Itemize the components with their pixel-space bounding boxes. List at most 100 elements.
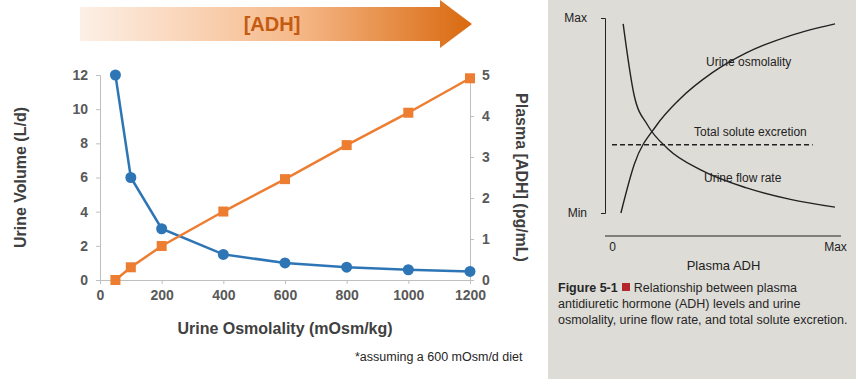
tick: Max [564,11,605,25]
arrow-label: [ADH] [244,13,301,35]
tick: 800 [335,280,359,303]
tick: 200 [150,280,174,303]
marker [126,262,136,272]
marker [465,266,476,277]
tick: 2 [470,190,490,206]
tick-label: 10 [72,101,88,117]
tick-mark [601,18,605,19]
marker [157,241,167,251]
plot-area [110,70,476,286]
x-axis: 0 200 400 600 800 1000 1200 [97,280,487,303]
axis-line [101,281,471,285]
tick: 8 [80,135,100,151]
tick-label: Min [568,206,587,220]
tick-label: 0 [97,287,105,303]
tick-mark [96,75,100,76]
series-line [115,78,470,280]
marker [280,174,290,184]
caption-icon [622,283,630,291]
y-axis: Min Max [564,11,605,220]
tick-label: 6 [80,169,88,185]
tick-label: 0 [482,272,490,288]
marker [342,140,352,150]
tick-label: Max [564,11,587,25]
tick-mark [285,280,286,284]
series-label: Total solute excretion [694,125,807,139]
tick-mark [96,246,100,247]
tick: Max [824,236,847,254]
tick-label: 600 [274,287,298,303]
caption-label: Figure 5-1 [558,281,618,295]
tick-label: 800 [335,287,359,303]
tick-label: 1 [482,231,490,247]
caption: Figure 5-1Relationship between plasma an… [558,280,848,328]
x-axis-title: Plasma ADH [687,258,761,273]
marker [403,264,414,275]
x-axis-title: Urine Osmolality (mOsm/kg) [177,320,392,337]
series-label: Urine osmolality [706,55,791,69]
tick-mark [96,280,100,281]
tick-label: 400 [212,287,236,303]
tick-label: 4 [80,204,88,220]
tick-mark [470,280,474,281]
tick-label: 1200 [455,287,486,303]
tick-label: 1000 [393,287,424,303]
tick-label: 12 [72,67,88,83]
tick-mark [470,198,474,199]
marker [125,172,136,183]
tick-label: 0 [80,272,88,288]
y-axis: 0 2 4 6 8 10 12 [72,67,100,288]
tick: 400 [212,280,236,303]
tick: 3 [470,149,490,165]
tick-mark [223,280,224,284]
tick: 2 [80,238,100,254]
series-line [621,24,835,213]
tick: 1000 [393,280,424,303]
marker [110,70,121,81]
arrow [80,0,472,48]
tick-mark [96,143,100,144]
tick-label: 0 [609,240,616,254]
tick-mark [601,213,605,214]
page: [ADH]02004006008001000120002468101201234… [0,0,856,379]
tick-label: 2 [80,238,88,254]
tick: 12 [72,67,100,83]
tick: 4 [80,204,100,220]
annotation: *assuming a 600 mOsm/d diet [355,350,523,364]
tick-mark [470,116,474,117]
axis-line [601,19,606,214]
tick-mark [96,178,100,179]
tick-label: 3 [482,149,490,165]
tick: 0 [609,236,616,254]
axis-line [605,236,841,237]
plot-area [612,24,835,213]
marker [341,262,352,273]
series-line [623,24,835,207]
tick-mark [96,109,100,110]
tick-label: 5 [482,67,490,83]
marker [403,108,413,118]
tick-label: Max [824,240,847,254]
tick-label: 8 [80,135,88,151]
tick-label: 4 [482,108,490,124]
figure-background [548,0,856,379]
marker [110,275,120,285]
marker [465,73,475,83]
x-axis: 0 Max [605,236,847,254]
marker [156,223,167,234]
tick: 0 [80,272,100,288]
tick: 10 [72,101,100,117]
tick-label: 200 [150,287,174,303]
axis-line [96,76,101,281]
tick-mark [470,157,474,158]
y2-axis: 0 1 2 3 4 5 [470,67,490,288]
tick: 1 [470,231,490,247]
tick: 4 [470,108,490,124]
y-axis-title: Urine Volume (L/d) [12,107,29,248]
tick: 600 [274,280,298,303]
tick: Min [568,206,605,220]
tick-mark [470,239,474,240]
marker [280,257,291,268]
tick-mark [408,280,409,284]
series-label: Urine flow rate [704,171,782,185]
